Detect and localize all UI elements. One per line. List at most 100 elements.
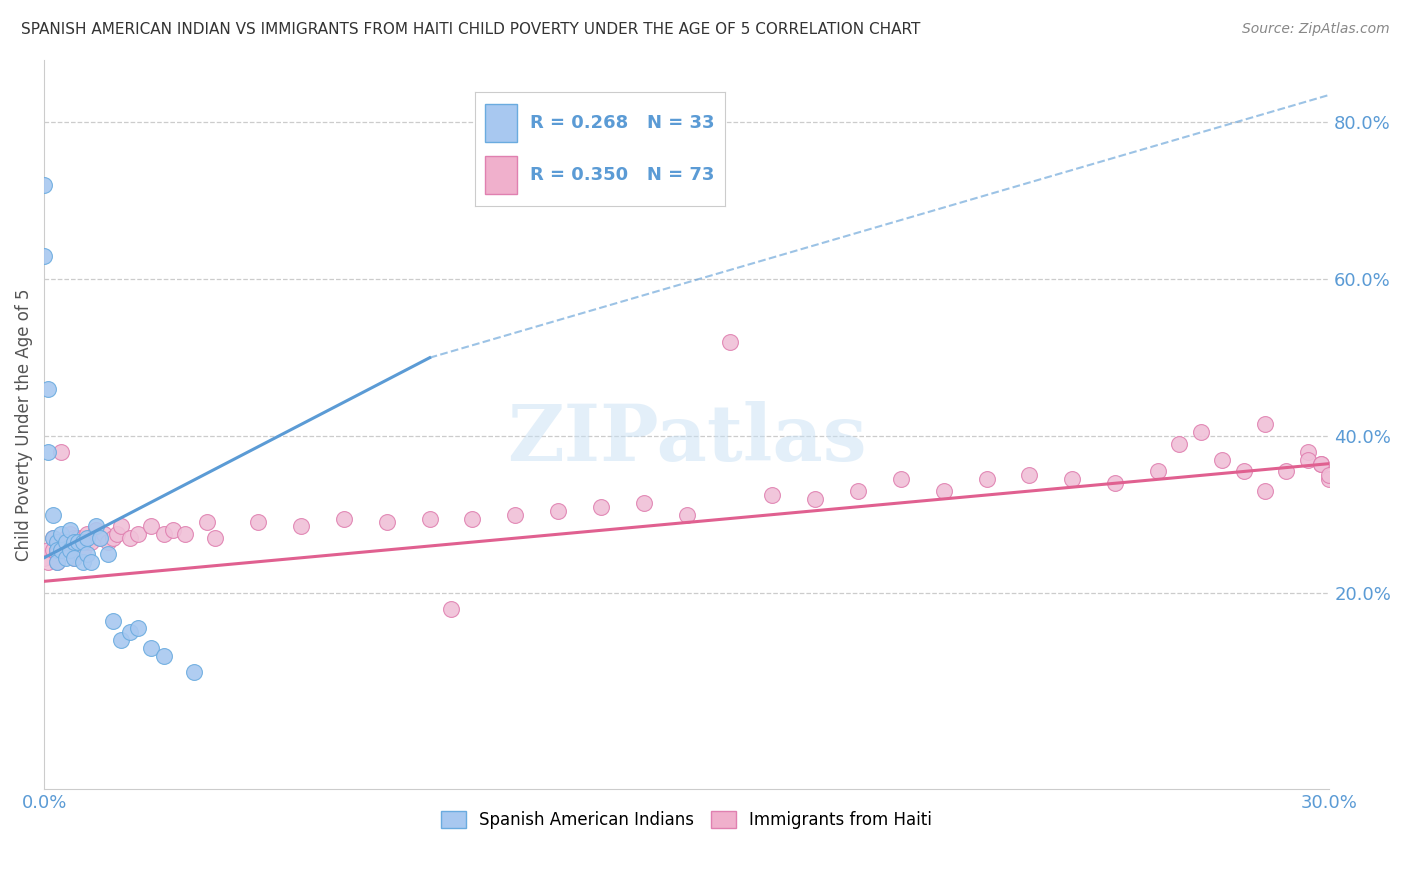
Point: [93, 527, 115, 541]
Point: [80, 555, 103, 569]
Point: [76, 531, 98, 545]
Point: [183, 665, 205, 679]
Point: [1062, 472, 1084, 486]
Point: [63, 531, 86, 545]
Point: [59, 524, 82, 538]
Legend: Spanish American Indians, Immigrants from Haiti: Spanish American Indians, Immigrants fro…: [434, 804, 939, 836]
Point: [37, 382, 59, 396]
Text: SPANISH AMERICAN INDIAN VS IMMIGRANTS FROM HAITI CHILD POVERTY UNDER THE AGE OF : SPANISH AMERICAN INDIAN VS IMMIGRANTS FR…: [21, 22, 921, 37]
Point: [55, 531, 77, 545]
Point: [84, 524, 107, 538]
Point: [72, 531, 94, 545]
Point: [51, 527, 73, 541]
Point: [153, 527, 176, 541]
Point: [67, 539, 90, 553]
Point: [204, 531, 226, 545]
Point: [41, 543, 63, 558]
Point: [46, 543, 69, 558]
Point: [932, 484, 955, 499]
Point: [101, 614, 124, 628]
Text: Source: ZipAtlas.com: Source: ZipAtlas.com: [1241, 22, 1389, 37]
Point: [89, 531, 111, 545]
Point: [41, 531, 63, 545]
Point: [375, 516, 398, 530]
Point: [37, 543, 59, 558]
Point: [55, 550, 77, 565]
Point: [290, 519, 312, 533]
Point: [195, 516, 218, 530]
Point: [1254, 417, 1277, 432]
Point: [547, 504, 569, 518]
Point: [1309, 457, 1331, 471]
Point: [46, 555, 69, 569]
Point: [633, 496, 655, 510]
Point: [761, 488, 783, 502]
Point: [1189, 425, 1212, 440]
Point: [1317, 472, 1340, 486]
Point: [32, 249, 55, 263]
Point: [461, 511, 484, 525]
Point: [76, 547, 98, 561]
Point: [110, 633, 132, 648]
Point: [97, 547, 120, 561]
Point: [97, 535, 120, 549]
Point: [1309, 457, 1331, 471]
Point: [1168, 437, 1191, 451]
Point: [1147, 465, 1170, 479]
Point: [675, 508, 697, 522]
Point: [63, 535, 86, 549]
Point: [846, 484, 869, 499]
Point: [127, 527, 149, 541]
Point: [89, 531, 111, 545]
Point: [127, 621, 149, 635]
Point: [41, 531, 63, 545]
Point: [141, 640, 163, 655]
Point: [55, 535, 77, 549]
Point: [333, 511, 356, 525]
Point: [51, 543, 73, 558]
Point: [976, 472, 998, 486]
Point: [59, 527, 82, 541]
Point: [589, 500, 612, 514]
Text: ZIPatlas: ZIPatlas: [508, 401, 866, 477]
Point: [1296, 452, 1319, 467]
Point: [1317, 468, 1340, 483]
Point: [72, 555, 94, 569]
Point: [67, 535, 90, 549]
Point: [32, 178, 55, 193]
Point: [80, 535, 103, 549]
Point: [804, 491, 827, 506]
Point: [63, 550, 86, 565]
Point: [141, 519, 163, 533]
Point: [59, 543, 82, 558]
Point: [46, 547, 69, 561]
Point: [51, 445, 73, 459]
Point: [67, 531, 90, 545]
Point: [1296, 445, 1319, 459]
Point: [46, 535, 69, 549]
Point: [174, 527, 197, 541]
Point: [76, 535, 98, 549]
Point: [247, 516, 270, 530]
Point: [1254, 484, 1277, 499]
Point: [37, 555, 59, 569]
Y-axis label: Child Poverty Under the Age of 5: Child Poverty Under the Age of 5: [15, 288, 32, 561]
Point: [153, 648, 176, 663]
Point: [46, 555, 69, 569]
Point: [101, 531, 124, 545]
Point: [84, 519, 107, 533]
Point: [63, 550, 86, 565]
Point: [76, 527, 98, 541]
Point: [718, 334, 741, 349]
Point: [59, 539, 82, 553]
Point: [419, 511, 441, 525]
Point: [1275, 465, 1298, 479]
Point: [110, 519, 132, 533]
Point: [1018, 468, 1040, 483]
Point: [162, 524, 184, 538]
Point: [105, 527, 128, 541]
Point: [118, 531, 141, 545]
Point: [118, 625, 141, 640]
Point: [72, 543, 94, 558]
Point: [890, 472, 912, 486]
